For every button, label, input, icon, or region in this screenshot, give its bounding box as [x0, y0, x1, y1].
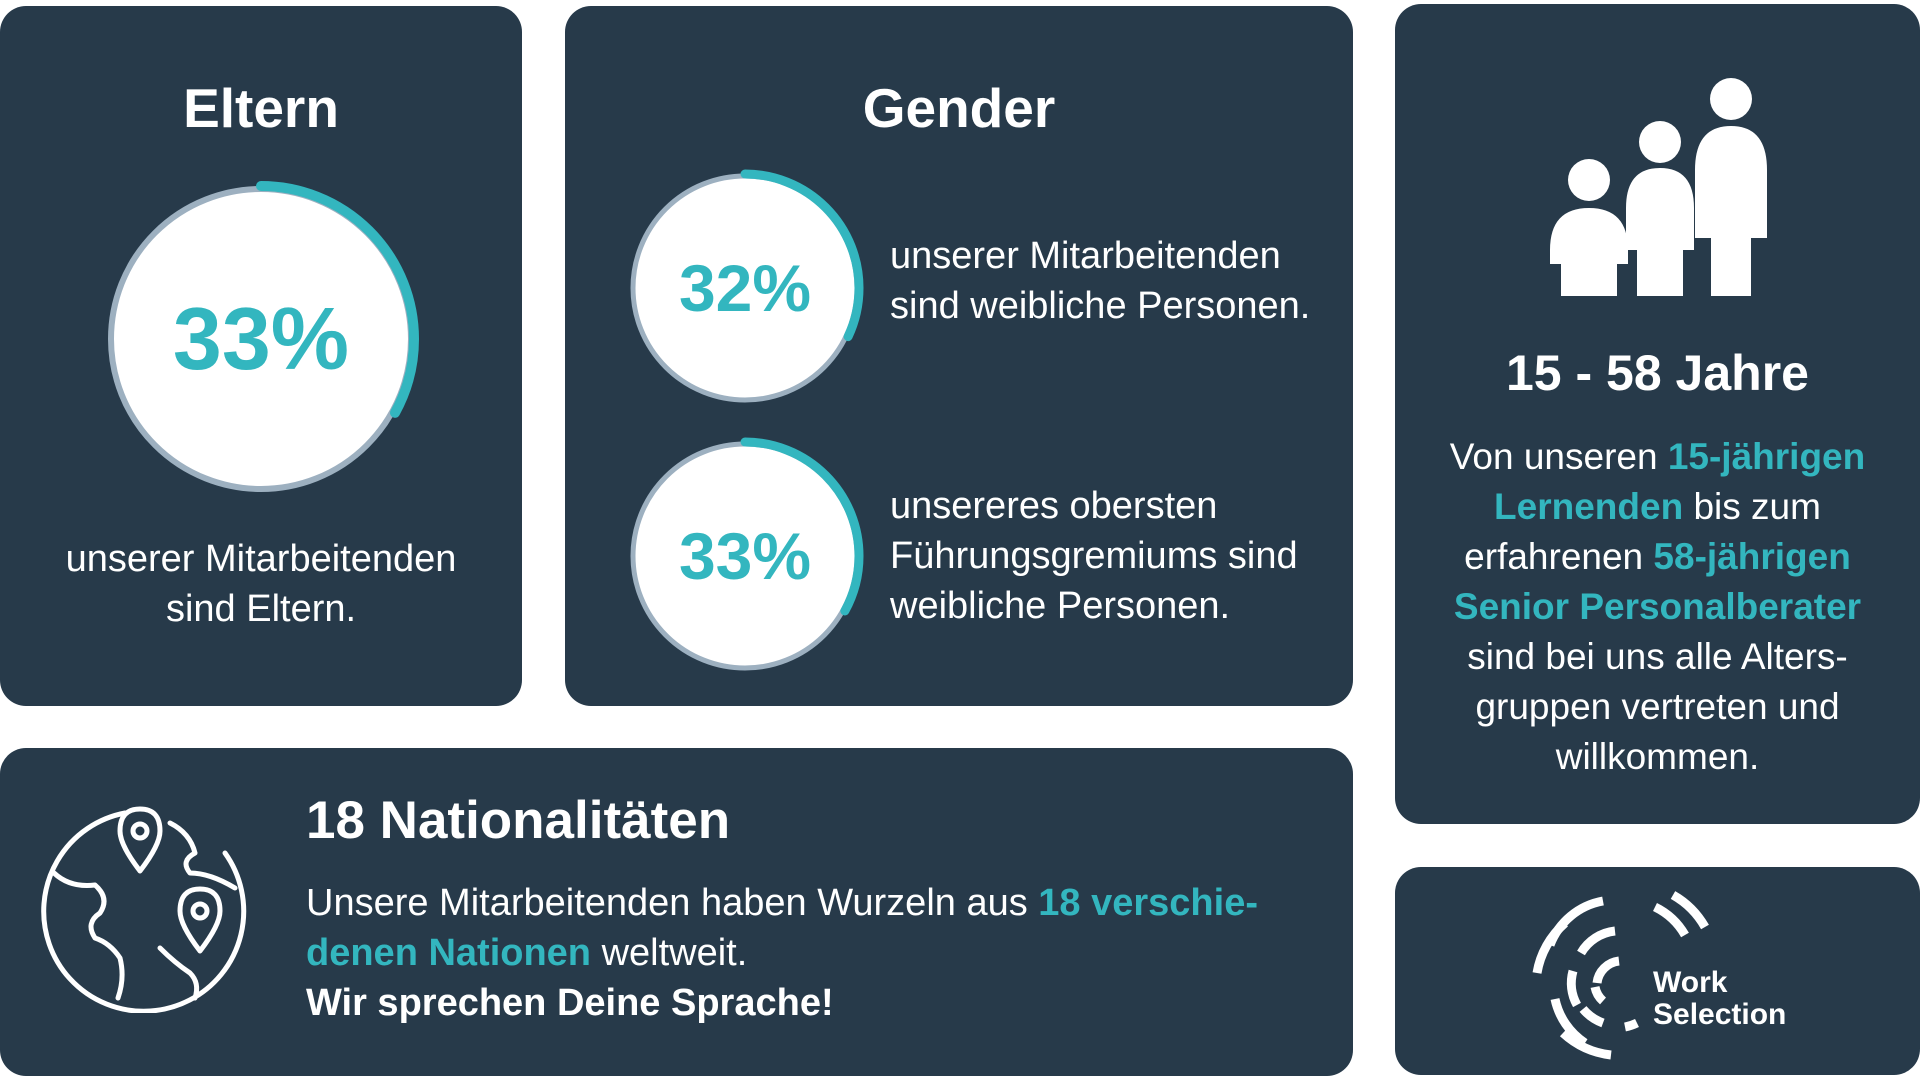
gender-ring-1: 32%: [623, 166, 867, 410]
gender-title: Gender: [862, 77, 1056, 139]
nations-description: Unsere Mitarbeitenden haben Wurzeln aus …: [306, 878, 1326, 1028]
gender-desc-2-line1: unsereres obersten: [890, 485, 1218, 527]
gender-desc-1: unserer Mitarbeitenden sind weibliche Pe…: [890, 231, 1340, 331]
logo-card: Work Selection: [1395, 867, 1920, 1075]
nations-card: 18 Nationalitäten Unsere Mitarbeitenden …: [0, 748, 1353, 1076]
eltern-ring-chart: [103, 181, 419, 497]
logo-text: Work Selection: [1653, 967, 1786, 1031]
age-text-5: gruppen vertreten und: [1475, 686, 1840, 727]
gender-card: Gender 32% unserer Mitarbeitenden sind w…: [565, 6, 1353, 706]
age-accent-2: Lernenden: [1494, 486, 1684, 527]
nations-accent-2: denen Nationen: [306, 932, 592, 974]
logo-line1: Work: [1653, 966, 1728, 999]
age-text-4: sind bei uns alle Alters-: [1467, 636, 1848, 677]
nations-text-2: weltweit.: [591, 932, 748, 974]
eltern-title: Eltern: [183, 77, 339, 139]
gender-ring-2: 33%: [623, 434, 867, 678]
gender-desc-2-line3: weibliche Personen.: [890, 585, 1231, 627]
nations-text-1: Unsere Mitarbeitenden haben Wurzeln aus: [306, 882, 1039, 924]
age-accent-4: Senior Personalberater: [1453, 586, 1862, 627]
gender-percent-2: 33%: [678, 519, 812, 593]
age-title: 15 - 58 Jahre: [1506, 345, 1809, 401]
eltern-description: unserer Mitarbeitenden sind Eltern.: [0, 534, 522, 634]
gender-ring-2-chart: [626, 437, 864, 675]
gender-desc-2-line2: Führungsgremiums sind: [890, 535, 1298, 577]
gender-desc-2: unsereres obersten Führungsgremiums sind…: [890, 481, 1340, 631]
nations-title: 18 Nationalitäten: [306, 791, 731, 850]
age-text-1: Von unseren: [1449, 436, 1668, 477]
nations-slogan: Wir sprechen Deine Sprache!: [306, 982, 834, 1024]
family-icon: [1550, 78, 1767, 296]
eltern-percent: 33%: [172, 289, 350, 388]
age-description: Von unseren 15-jährigen Lernenden bis zu…: [1395, 432, 1920, 782]
age-card: 15 - 58 Jahre Von unseren 15-jährigen Le…: [1395, 4, 1920, 824]
gender-desc-1-line2: sind weibliche Personen.: [890, 285, 1311, 327]
nations-accent-1: 18 verschie-: [1038, 882, 1258, 924]
age-text-3: erfahrenen: [1464, 536, 1654, 577]
eltern-desc-line1: unserer Mitarbeitenden: [65, 538, 457, 580]
age-accent-3: 58-jährigen: [1653, 536, 1851, 577]
eltern-ring: 33%: [100, 178, 422, 500]
globe-icon: [41, 806, 247, 1013]
age-accent-1: 15-jährigen: [1667, 436, 1866, 477]
logo-line2: Selection: [1653, 998, 1787, 1031]
gender-desc-1-line1: unserer Mitarbeitenden: [890, 235, 1281, 277]
eltern-desc-line2: sind Eltern.: [165, 588, 357, 630]
age-text-6: willkommen.: [1555, 736, 1760, 777]
age-text-2: bis zum: [1683, 486, 1821, 527]
work-selection-logo: [1532, 891, 1709, 1060]
eltern-card: Eltern 33% unserer Mitarbeitenden sind E…: [0, 6, 522, 706]
gender-percent-1: 32%: [678, 251, 812, 325]
gender-ring-1-chart: [626, 169, 864, 407]
